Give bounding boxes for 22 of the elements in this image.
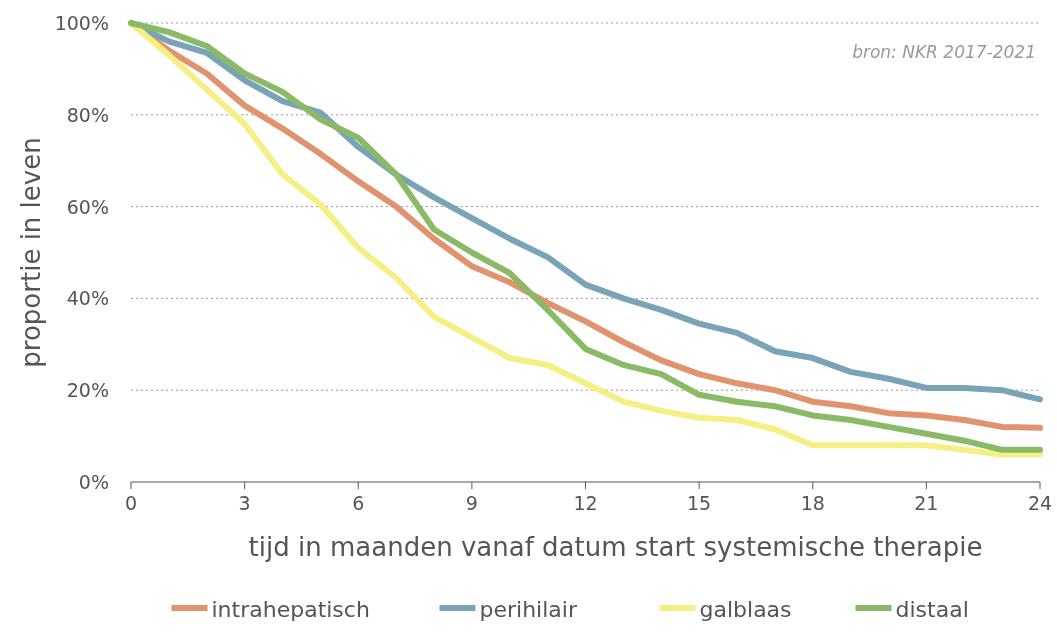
x-tick-label: 0 (124, 492, 138, 514)
x-tick-label: 3 (238, 492, 251, 514)
legend-label: intrahepatisch (211, 597, 370, 622)
legend-label: galblaas (699, 597, 792, 622)
y-tick-label: 0% (78, 471, 109, 493)
y-tick-label: 100% (54, 12, 109, 34)
x-tick-label: 21 (914, 492, 939, 514)
x-tick-label: 9 (465, 492, 478, 514)
x-tick-label: 18 (800, 492, 825, 514)
x-tick-label: 12 (573, 492, 598, 514)
x-axis-title: tijd in maanden vanaf datum start systemische therapie (248, 532, 983, 562)
y-tick-label: 60% (66, 195, 109, 218)
y-axis-title: proportie in leven (16, 137, 46, 368)
annotation: bron: NKR 2017-2021 (852, 42, 1036, 62)
y-tick-label: 40% (66, 287, 109, 310)
x-tick-label: 15 (687, 492, 712, 514)
legend-label: distaal (895, 597, 969, 622)
x-tick-label: 24 (1027, 492, 1053, 514)
y-tick-label: 80% (66, 103, 109, 126)
legend-label: perihilair (479, 597, 578, 622)
y-tick-label: 20% (66, 379, 109, 402)
x-tick-label: 6 (352, 492, 365, 514)
